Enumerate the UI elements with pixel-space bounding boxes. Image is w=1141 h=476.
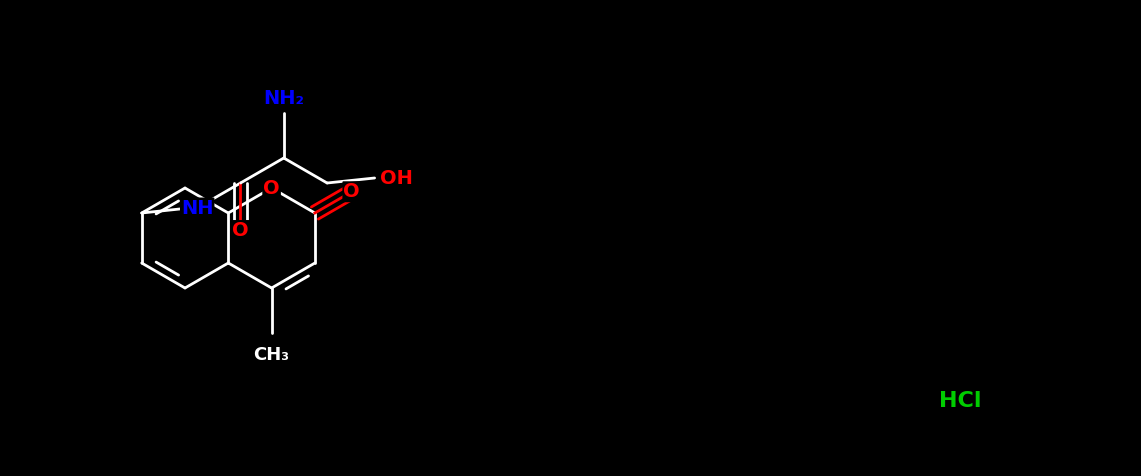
Text: O: O: [343, 182, 361, 201]
Text: O: O: [232, 221, 249, 240]
Text: NH: NH: [181, 198, 213, 218]
Text: CH₃: CH₃: [253, 346, 290, 364]
Text: NH₂: NH₂: [264, 89, 305, 108]
Text: OH: OH: [380, 169, 413, 188]
Text: O: O: [264, 178, 280, 198]
Text: HCl: HCl: [939, 391, 981, 411]
